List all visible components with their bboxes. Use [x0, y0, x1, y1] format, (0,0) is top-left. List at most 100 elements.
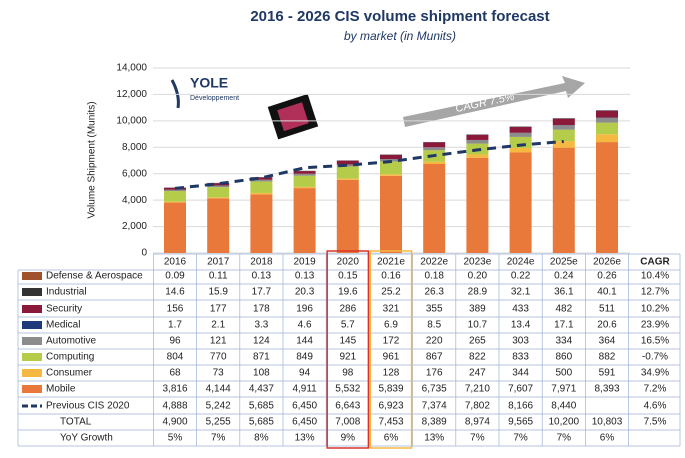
table-cell: 7,374	[422, 401, 447, 412]
bar-segment	[250, 194, 273, 253]
table-cell: 121	[210, 336, 227, 347]
cagr-cell: 10.4%	[641, 271, 669, 282]
bar-segment	[336, 179, 359, 253]
table-cell: 145	[339, 336, 356, 347]
legend-swatch	[22, 272, 42, 280]
table-cell: 7,802	[465, 401, 490, 412]
table-cell: 9,565	[508, 417, 533, 428]
bar-segment	[596, 110, 618, 111]
table-cell: 882	[599, 352, 616, 363]
table-cell: 7,210	[465, 384, 490, 395]
table-cell: 176	[426, 368, 443, 379]
table-cell: 10.7	[468, 320, 488, 331]
table-cell: 591	[599, 368, 616, 379]
table-cell: 5,685	[249, 401, 274, 412]
table-cell: 98	[342, 368, 354, 379]
table-cell: 6%	[384, 433, 399, 444]
table-cell: 247	[469, 368, 486, 379]
table-cell: 286	[339, 304, 356, 315]
bar-segment	[207, 183, 230, 186]
bar-segment	[552, 118, 575, 126]
table-cell: 5.7	[341, 320, 355, 331]
bar-segment	[552, 141, 575, 148]
bar-segment	[509, 132, 532, 137]
table-cell: 0.09	[165, 271, 185, 282]
table-cell: 7%	[470, 433, 485, 444]
table-cell: 344	[512, 368, 529, 379]
x-tick-label: 2016	[164, 257, 187, 268]
table-cell: 19.6	[338, 287, 358, 298]
table-cell: 833	[512, 352, 529, 363]
table-cell: 500	[555, 368, 572, 379]
table-cell: 17.7	[252, 287, 272, 298]
table-cell: 5%	[168, 433, 183, 444]
table-cell: 0.18	[424, 271, 444, 282]
table-cell: 178	[253, 304, 270, 315]
cagr-cell: 12.7%	[641, 287, 669, 298]
table-cell: 265	[469, 336, 486, 347]
row-label: Automotive	[46, 336, 96, 347]
bar-segment	[423, 161, 446, 165]
logo-subtext: Développement	[190, 95, 239, 102]
table-cell: 6.9	[384, 320, 398, 331]
cagr-header: CAGR	[640, 257, 670, 268]
table-cell: 3,816	[162, 384, 187, 395]
x-tick-label: 2025e	[550, 257, 578, 268]
table-cell: 10,803	[592, 417, 623, 428]
table-cell: 196	[296, 304, 313, 315]
bar-segment	[466, 154, 489, 158]
table-cell: 128	[383, 368, 400, 379]
bar-segment	[207, 187, 230, 198]
x-tick-label: 2026e	[593, 257, 621, 268]
y-tick-label: 2,000	[122, 221, 147, 232]
table-cell: 172	[383, 336, 400, 347]
bar-segment	[250, 177, 273, 180]
bar-segment	[207, 185, 230, 188]
table-cell: 8,166	[508, 401, 533, 412]
table-cell: 10,200	[549, 417, 580, 428]
cagr-cell: 7.2%	[644, 384, 667, 395]
table-cell: 871	[253, 352, 270, 363]
chip-die	[277, 102, 309, 132]
bar-segment	[596, 134, 618, 143]
table-cell: 20.3	[295, 287, 315, 298]
logo: YOLE Développement	[170, 75, 239, 109]
table-cell: 867	[426, 352, 443, 363]
table-cell: 0.11	[209, 271, 228, 282]
cagr-arrow	[403, 76, 585, 127]
x-tick-label: 2024e	[507, 257, 535, 268]
bar-segment	[293, 186, 316, 189]
table-cell: 32.1	[511, 287, 531, 298]
y-tick-label: 4,000	[122, 195, 147, 206]
bar-segment	[336, 164, 359, 167]
table-cell: 8,389	[422, 417, 447, 428]
bar-segment	[596, 142, 618, 253]
table-cell: 7%	[557, 433, 572, 444]
data-table	[17, 253, 681, 447]
bar-segment	[250, 181, 273, 193]
bar-segment	[552, 125, 575, 130]
table-cell: 8,440	[551, 401, 576, 412]
table-cell: 822	[469, 352, 486, 363]
table-cell: 156	[167, 304, 184, 315]
logo-text: YOLE	[190, 75, 228, 91]
table-cell: 5,255	[206, 417, 231, 428]
bar-segment	[423, 164, 446, 253]
bar-segment	[336, 160, 359, 165]
table-cell: 40.1	[597, 287, 617, 298]
y-tick-label: 10,000	[116, 115, 147, 126]
table-cell: 15.9	[208, 287, 228, 298]
dashed-line	[174, 139, 564, 190]
table-cell: 4,144	[206, 384, 231, 395]
cagr-cell: -0.7%	[642, 352, 668, 363]
bar-segment	[164, 191, 186, 202]
bar-segment	[509, 127, 532, 133]
table-cell: 220	[426, 336, 443, 347]
table-cell: 9%	[341, 433, 356, 444]
row-label: Computing	[46, 352, 94, 363]
legend-swatch	[22, 321, 42, 329]
bar-segment	[293, 173, 316, 176]
bar-segment	[164, 201, 186, 203]
row-label: Industrial	[46, 287, 87, 298]
table-cell: 14.6	[165, 287, 185, 298]
